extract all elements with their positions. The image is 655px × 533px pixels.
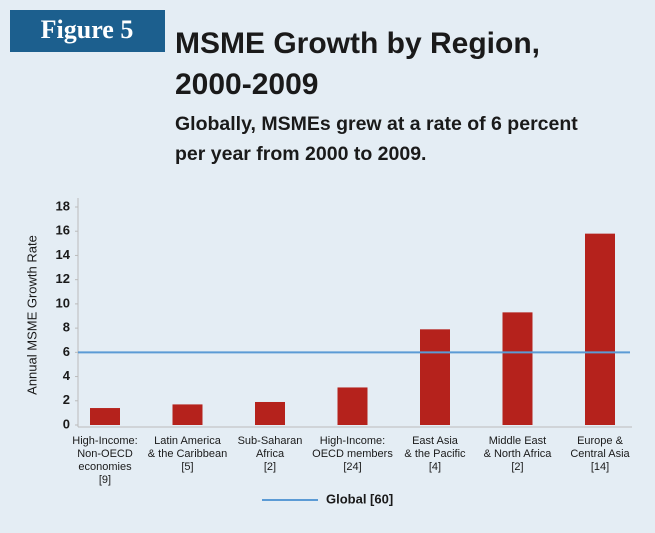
x-tick-label: economies (78, 461, 132, 473)
x-tick-label: [9] (99, 474, 111, 486)
x-tick-label: [5] (181, 461, 193, 473)
y-axis-label: Annual MSME Growth Rate (24, 235, 39, 395)
y-tick-label: 14 (56, 247, 71, 262)
x-tick-label: [24] (343, 461, 361, 473)
y-tick-label: 10 (56, 295, 70, 310)
figure-label: Figure 5 (41, 15, 134, 44)
x-tick-label: [4] (429, 461, 441, 473)
y-tick-label: 8 (63, 320, 70, 335)
x-tick-label: Central Asia (570, 448, 630, 460)
bar (90, 408, 120, 425)
chart-title: 2000-2009 (175, 68, 318, 101)
chart-title: MSME Growth by Region, (175, 27, 540, 60)
x-tick-label: & the Pacific (404, 448, 466, 460)
x-tick-label: Latin America (154, 435, 222, 447)
x-tick-label: High-Income: (320, 435, 385, 447)
bar (502, 312, 533, 425)
y-tick-label: 4 (63, 368, 71, 383)
x-tick-label: & North Africa (484, 448, 553, 460)
y-tick-label: 16 (56, 223, 70, 238)
y-tick-label: 2 (63, 392, 70, 407)
y-tick-label: 12 (56, 271, 70, 286)
x-tick-label: & the Caribbean (148, 448, 228, 460)
x-tick-label: East Asia (412, 435, 459, 447)
x-tick-label: [2] (511, 461, 523, 473)
bar (420, 329, 450, 425)
subtitle: per year from 2000 to 2009. (175, 143, 426, 165)
bar (337, 387, 368, 425)
x-tick-label: OECD members (312, 448, 393, 460)
y-tick-label: 0 (63, 416, 70, 431)
x-tick-label: [14] (591, 461, 609, 473)
x-tick-label: [2] (264, 461, 276, 473)
x-tick-label: Sub-Saharan (238, 435, 303, 447)
figure-label-box (10, 10, 165, 52)
bar (255, 401, 285, 425)
bar (585, 233, 615, 425)
x-tick-label: High-Income: (72, 435, 137, 447)
y-tick-label: 6 (63, 344, 70, 359)
bar (172, 404, 203, 425)
x-tick-label: Middle East (489, 435, 546, 447)
legend-label: Global [60] (326, 491, 393, 506)
x-tick-label: Non-OECD (77, 448, 133, 460)
y-tick-label: 18 (56, 198, 70, 213)
subtitle: Globally, MSMEs grew at a rate of 6 perc… (175, 113, 578, 135)
x-tick-label: Africa (256, 448, 285, 460)
x-tick-label: Europe & (577, 435, 624, 447)
